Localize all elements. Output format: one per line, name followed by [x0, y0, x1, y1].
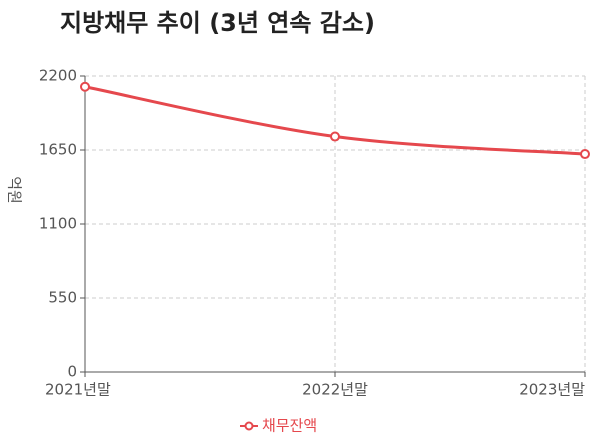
y-tick-label: 1650 [39, 141, 77, 159]
data-point [580, 149, 590, 160]
y-tick-label: 2200 [39, 67, 77, 85]
y-tick-label: 0 [67, 363, 77, 381]
x-tick-label: 2022년말 [302, 381, 368, 399]
data-point [80, 81, 90, 92]
x-tick-label: 2023년말 [519, 381, 585, 399]
y-tick-label: 550 [48, 289, 77, 307]
chart-title: 지방채무 추이 (3년 연속 감소) [60, 9, 375, 37]
x-tick-label: 2021년말 [45, 381, 111, 399]
data-point [330, 131, 340, 142]
legend-marker [244, 421, 254, 431]
y-axis-label: 억원 [6, 176, 24, 204]
legend-label: 채무잔액 [262, 417, 317, 435]
y-tick-label: 1100 [39, 215, 77, 233]
